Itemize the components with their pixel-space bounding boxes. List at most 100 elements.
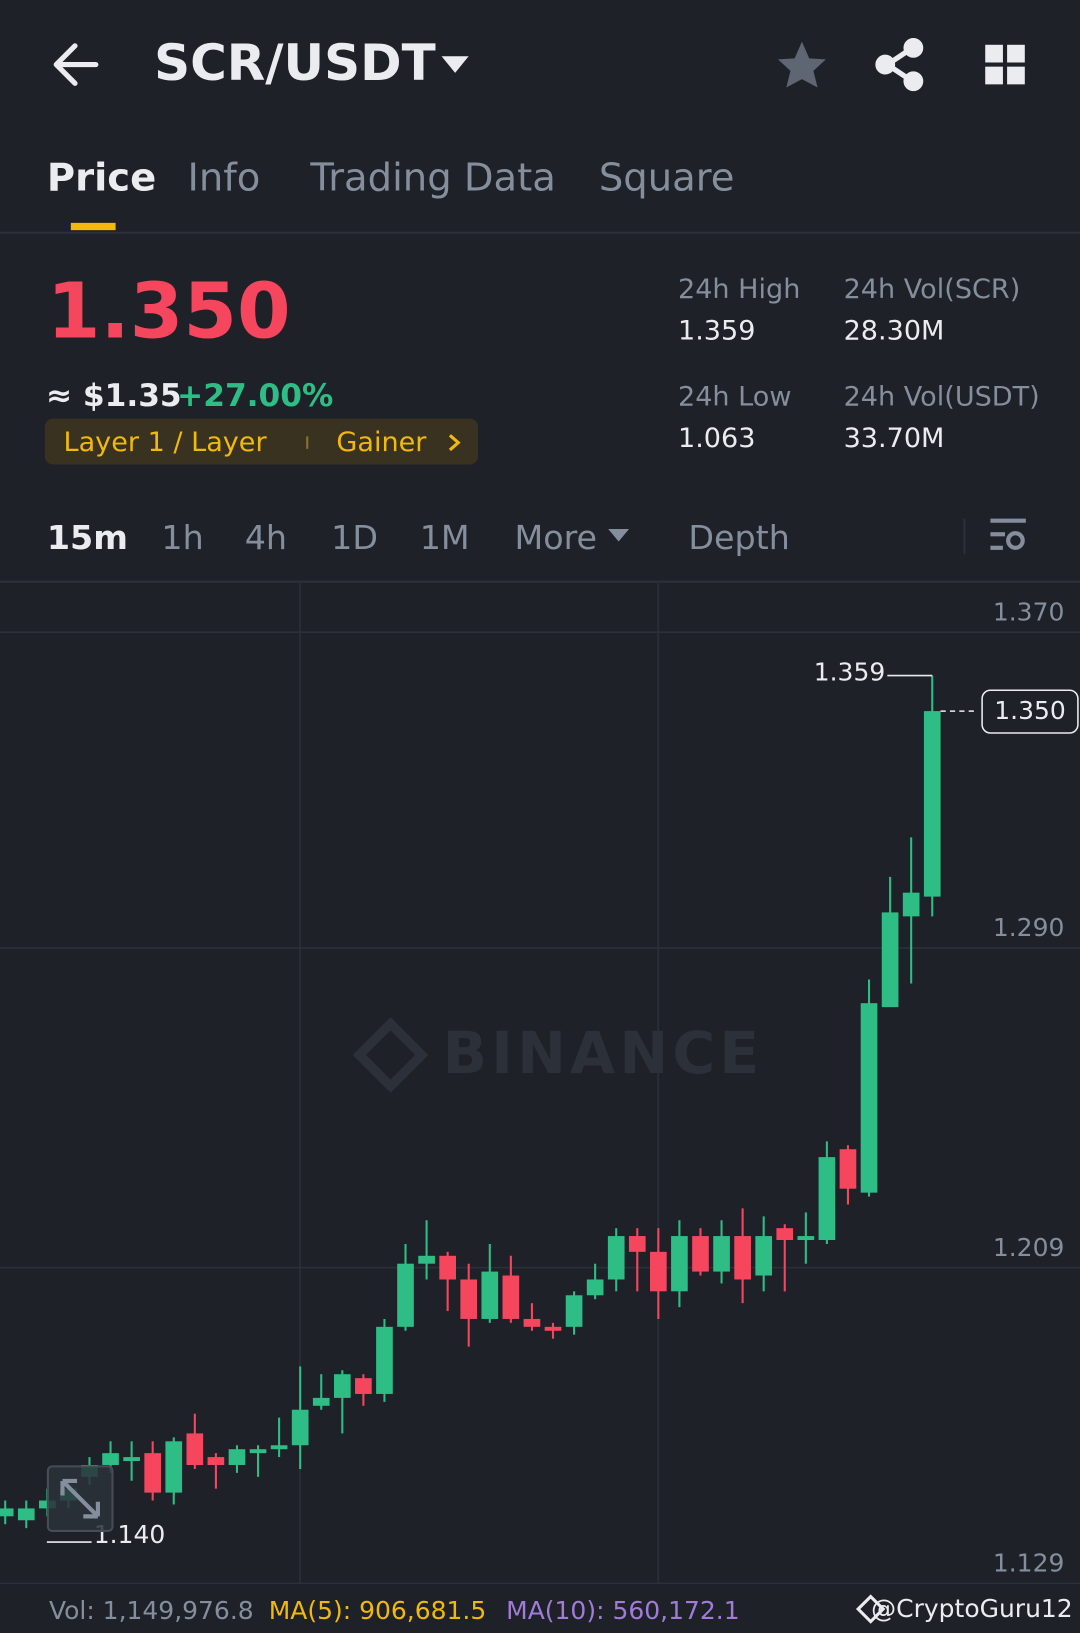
candle-body	[481, 1271, 499, 1319]
stat-value: 33.70M	[844, 423, 945, 454]
grid-cell[interactable]	[1007, 66, 1025, 85]
candle-body	[839, 1149, 857, 1189]
interval[interactable]: More	[514, 518, 597, 557]
candle-body	[881, 912, 899, 1008]
tab[interactable]: Square	[599, 156, 735, 201]
candle-body	[333, 1374, 351, 1398]
credit-logo	[855, 1594, 886, 1624]
ma10-label: MA(10): 560,172.1	[506, 1596, 739, 1625]
grid-icon[interactable]	[985, 44, 1025, 85]
candle-body	[228, 1449, 246, 1465]
candle-body	[291, 1409, 309, 1446]
stat-label: 24h High	[678, 274, 800, 305]
interval[interactable]: 1D	[331, 518, 378, 557]
candle-body	[607, 1236, 625, 1280]
candle-body	[17, 1508, 35, 1521]
interval[interactable]: 15m	[47, 518, 128, 557]
candle-body	[523, 1318, 541, 1327]
stat-value: 1.063	[678, 423, 755, 454]
share-node[interactable]	[903, 71, 924, 92]
interval[interactable]: 1h	[161, 518, 203, 557]
share-icon[interactable]	[875, 38, 924, 92]
candle-body	[102, 1453, 119, 1465]
candle-body	[797, 1236, 815, 1241]
tab[interactable]: Price	[47, 156, 156, 201]
candle-body	[418, 1255, 435, 1264]
candle-body	[860, 1003, 878, 1193]
candle-body	[734, 1236, 751, 1280]
tag[interactable]: Gainer	[336, 427, 427, 458]
ma5-label: MA(5): 906,681.5	[269, 1596, 487, 1625]
candle-body	[460, 1279, 478, 1319]
high-label: 1.359	[814, 657, 886, 686]
last-price-label: 1.350	[994, 696, 1066, 725]
candle-body	[902, 892, 920, 917]
stat-label: 24h Vol(USDT)	[844, 381, 1040, 412]
icon-gear[interactable]	[1006, 531, 1025, 550]
tab-indicator	[70, 222, 116, 231]
chart-settings-icon[interactable]	[990, 518, 1026, 550]
tag[interactable]: Layer 1 / Layer	[64, 427, 268, 458]
candle-body	[165, 1441, 183, 1493]
candle-body	[544, 1326, 562, 1331]
tag-bar[interactable]	[44, 418, 479, 465]
candle-body	[355, 1378, 372, 1394]
candle-body	[923, 711, 941, 897]
usd-price: ≈ $1.35	[46, 378, 182, 414]
candle-body	[713, 1236, 730, 1272]
pair-title[interactable]: SCR/USDT	[154, 34, 436, 92]
candle-body	[628, 1236, 646, 1252]
expand-button[interactable]	[46, 1465, 114, 1532]
y-tick-label: 1.129	[993, 1549, 1065, 1578]
candle-body	[776, 1228, 794, 1241]
more-dropdown[interactable]	[608, 529, 630, 542]
share-node[interactable]	[875, 54, 896, 75]
interval[interactable]: Depth	[688, 518, 789, 557]
price-change: +27.00%	[177, 378, 333, 414]
candle-body	[207, 1457, 225, 1465]
candle-body	[397, 1263, 414, 1327]
tag-chevron[interactable]	[448, 434, 461, 452]
candle-body	[439, 1255, 456, 1280]
candle-body	[818, 1157, 836, 1241]
candle-body	[376, 1326, 393, 1394]
candle-body	[671, 1236, 688, 1292]
grid-cell[interactable]	[985, 66, 1003, 85]
grid-cell[interactable]	[985, 44, 1003, 63]
last-price: 1.350	[47, 267, 291, 357]
candle-body	[586, 1279, 604, 1296]
back-arrow[interactable]	[53, 43, 99, 86]
credit: @CryptoGuru12	[871, 1594, 1073, 1623]
volume-label: Vol: 1,149,976.8	[49, 1596, 254, 1625]
candle-body	[312, 1397, 330, 1406]
grid-cell[interactable]	[1007, 44, 1025, 63]
candle-body	[249, 1449, 267, 1454]
interval[interactable]: 1M	[420, 518, 470, 557]
candle-body	[123, 1457, 140, 1462]
candle-body	[755, 1236, 773, 1276]
y-tick-label: 1.370	[993, 597, 1065, 626]
stat-label: 24h Low	[678, 381, 791, 412]
expand-arrows[interactable]	[60, 1478, 100, 1519]
candle-body	[186, 1433, 204, 1465]
candle-body	[502, 1275, 520, 1319]
share-node[interactable]	[903, 38, 924, 58]
interval[interactable]: 4h	[245, 518, 287, 557]
tab[interactable]: Trading Data	[309, 156, 556, 201]
y-tick-label: 1.290	[993, 913, 1065, 942]
candle-body	[270, 1445, 288, 1450]
tab[interactable]: Info	[187, 156, 260, 201]
stat-value: 28.30M	[844, 316, 945, 347]
favorite-icon[interactable]	[777, 41, 826, 88]
candle-body	[650, 1251, 667, 1292]
watermark-diamond	[352, 1017, 429, 1093]
back-button[interactable]	[53, 43, 99, 86]
pair-dropdown[interactable]	[441, 56, 469, 73]
y-tick-label: 1.209	[993, 1233, 1065, 1262]
watermark-logo	[352, 1017, 429, 1093]
stat-label: 24h Vol(SCR)	[844, 274, 1021, 305]
